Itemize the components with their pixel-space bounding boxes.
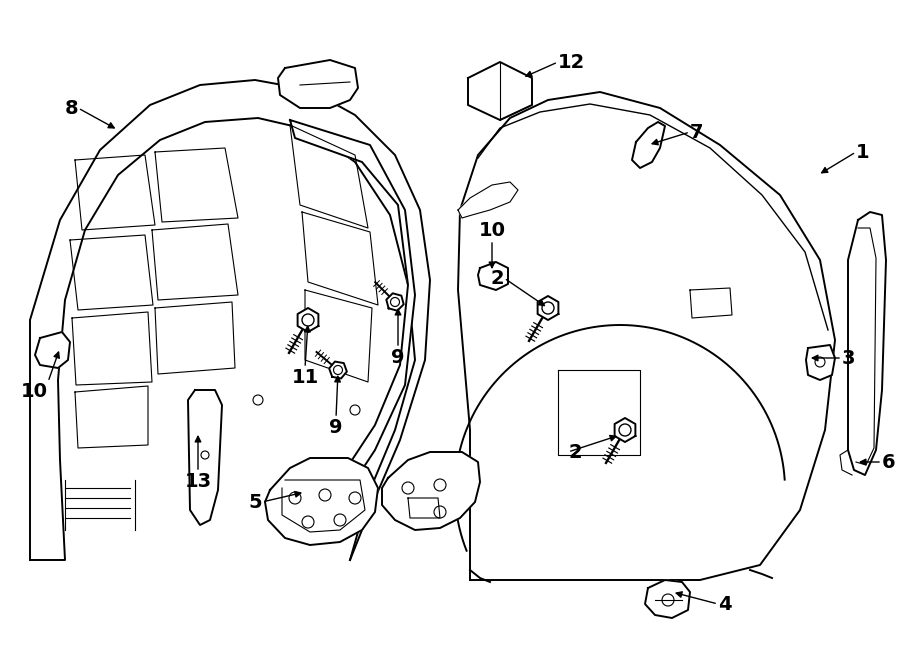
Polygon shape	[329, 361, 346, 379]
Text: 3: 3	[842, 348, 856, 367]
Text: 13: 13	[184, 472, 212, 491]
Polygon shape	[458, 92, 835, 580]
Polygon shape	[806, 345, 835, 380]
Text: 10: 10	[21, 382, 48, 401]
Polygon shape	[290, 120, 415, 520]
Text: 8: 8	[65, 99, 78, 117]
Text: 9: 9	[329, 418, 343, 437]
Polygon shape	[298, 308, 319, 332]
Polygon shape	[468, 62, 532, 120]
Text: 5: 5	[248, 493, 262, 512]
Polygon shape	[537, 296, 558, 320]
Text: 7: 7	[690, 122, 704, 142]
Polygon shape	[458, 182, 518, 218]
Polygon shape	[615, 418, 635, 442]
Polygon shape	[188, 390, 222, 525]
Polygon shape	[382, 452, 480, 530]
Polygon shape	[265, 458, 378, 545]
Text: 2: 2	[491, 269, 504, 287]
Polygon shape	[478, 262, 508, 290]
Text: 12: 12	[558, 52, 585, 71]
Polygon shape	[848, 212, 886, 475]
Polygon shape	[30, 80, 430, 560]
Polygon shape	[386, 293, 404, 310]
Polygon shape	[278, 60, 358, 108]
Polygon shape	[645, 580, 690, 618]
Text: 9: 9	[392, 348, 405, 367]
Text: 6: 6	[882, 453, 896, 471]
Text: 10: 10	[479, 221, 506, 240]
Text: 11: 11	[292, 368, 319, 387]
Text: 4: 4	[718, 594, 732, 614]
Text: 2: 2	[568, 442, 581, 461]
Polygon shape	[632, 122, 665, 168]
Polygon shape	[35, 332, 70, 368]
Text: 1: 1	[856, 142, 869, 162]
